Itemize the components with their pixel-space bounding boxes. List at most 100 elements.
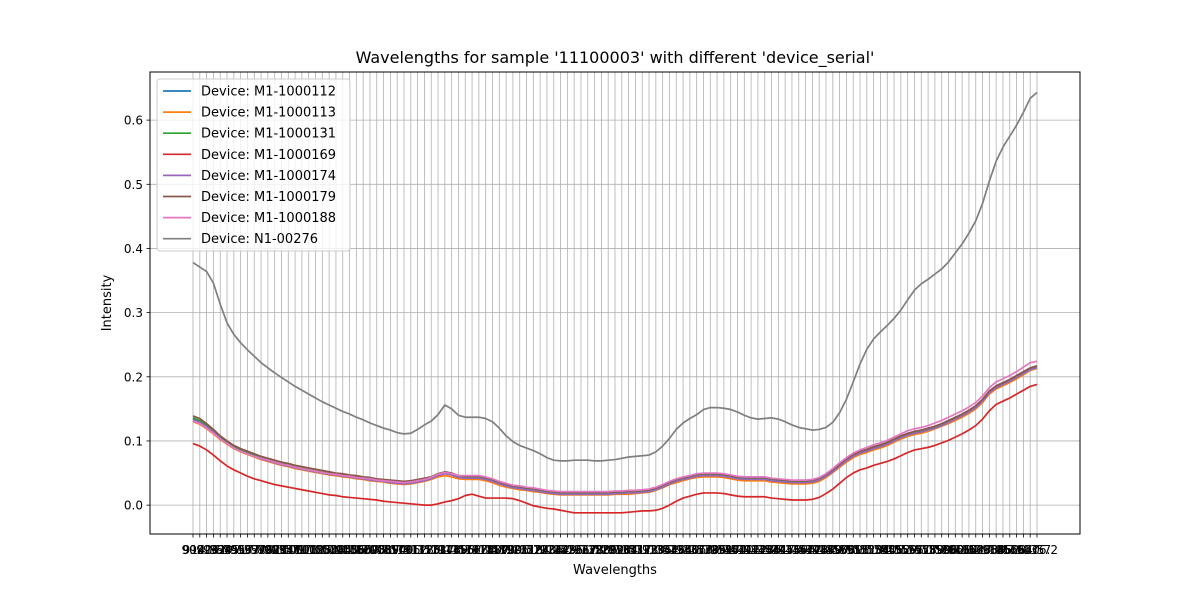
x-tick-label: 1230.5: [526, 543, 568, 557]
x-tick-label: 1292.5: [594, 543, 636, 557]
x-tick-label: 1490.9: [812, 543, 854, 557]
x-tick-label: 1521.9: [846, 543, 888, 557]
x-tick-label: 1094.1: [376, 543, 418, 557]
x-tick-label: 1193.3: [485, 543, 527, 557]
x-tick-label: 1428.9: [744, 543, 786, 557]
legend: Device: M1-1000112 Device: M1-1000113 Devi…: [156, 78, 351, 252]
x-tick-label: 1459.9: [778, 543, 820, 557]
x-tick-label: 1211.9: [506, 543, 548, 557]
x-tick-label: 1286.3: [587, 543, 629, 557]
x-tick-label: 1577.7: [907, 543, 949, 557]
x-tick-label: 1156.1: [444, 543, 486, 557]
x-tick-label: 1639.7: [975, 543, 1017, 557]
x-tick-label: 1001.1: [274, 543, 316, 557]
x-tick-label: 1168.5: [458, 543, 500, 557]
y-tick-label: 0.3: [124, 306, 143, 320]
y-tick-label: 0.5: [124, 178, 143, 192]
y-tick-label: 0.0: [124, 499, 143, 513]
x-tick-label: 1534.3: [859, 543, 901, 557]
x-tick-label: 1509.5: [832, 543, 874, 557]
x-tick-label: 1614.9: [948, 543, 990, 557]
x-tick-label: 1379.3: [689, 543, 731, 557]
x-tick-label: 1056.9: [335, 543, 377, 557]
x-tick-label: 1484.7: [805, 543, 847, 557]
x-tick-label: 1670.7: [1009, 543, 1051, 557]
x-tick-label: 1676.2: [1016, 543, 1058, 557]
legend-label: Device: M1-1000169: [201, 148, 336, 163]
x-tick-label: 1317.3: [621, 543, 663, 557]
x-tick-label: 1608.7: [941, 543, 983, 557]
x-tick-label: 1255.3: [553, 543, 595, 557]
x-tick-label: 1019.7: [295, 543, 337, 557]
x-tick-label: 1602.5: [934, 543, 976, 557]
x-tick-label: 1658.3: [996, 543, 1038, 557]
x-tick-label: 1180.9: [471, 543, 513, 557]
x-axis-label: Wavelengths: [573, 563, 657, 578]
chart-title: Wavelengths for sample '11100003' with d…: [356, 48, 875, 68]
x-tick-label: 1366.9: [676, 543, 718, 557]
x-tick-label: 1664.5: [1002, 543, 1044, 557]
x-tick-label: 1081.7: [363, 543, 405, 557]
x-tick-label: 1267.7: [567, 543, 609, 557]
y-axis-label: Intensity: [100, 274, 115, 331]
x-tick-label: 1385.5: [696, 543, 738, 557]
x-tick-label: 1583.9: [914, 543, 956, 557]
x-tick-label: 908: [182, 543, 205, 557]
x-tick-label: 1304.9: [608, 543, 650, 557]
x-tick-label: 1546.7: [873, 543, 915, 557]
x-tick-label: 1149.9: [437, 543, 479, 557]
x-tick-label: 1038.3: [315, 543, 357, 557]
x-tick-label: 1236.7: [533, 543, 575, 557]
y-tick-label: 0.4: [124, 242, 143, 256]
series-line: [192, 360, 1038, 493]
x-tick-label: 1373.1: [682, 543, 724, 557]
x-tick-label: 1199.5: [492, 543, 534, 557]
y-tick-label: 0.6: [124, 114, 143, 128]
y-tick-label: 0.2: [124, 370, 143, 384]
x-tick-label: 926.7: [196, 543, 230, 557]
x-tick-label: 957.7: [230, 543, 264, 557]
x-tick-label: 1621.1: [955, 543, 997, 557]
x-tick-label: 951.5: [223, 543, 257, 557]
series-line: [192, 91, 1038, 462]
x-tick-label: 982.5: [258, 543, 292, 557]
x-tick-label: 1565.3: [893, 543, 935, 557]
legend-box: [156, 78, 351, 252]
x-tick-label: 1552.9: [880, 543, 922, 557]
x-grid: [192, 72, 1038, 534]
x-tick-label: 1050.7: [329, 543, 371, 557]
x-tick-label: 1466.1: [785, 543, 827, 557]
x-tick-label: 1187.1: [478, 543, 520, 557]
x-tick-label: 1013.5: [288, 543, 330, 557]
x-tick-label: 1633.5: [968, 543, 1010, 557]
x-tick-label: 1515.7: [839, 543, 881, 557]
x-tick-label: 932.9: [203, 543, 237, 557]
x-tick-label: 1025.9: [301, 543, 343, 557]
legend-label: Device: N1-00276: [201, 232, 318, 247]
x-tick-label: 1571.5: [900, 543, 942, 557]
x-tick-label: 1422.7: [737, 543, 779, 557]
x-tick-label: 1125.1: [410, 543, 452, 557]
x-tick-label: 914.3: [183, 543, 217, 557]
x-tick-label: 1329.7: [635, 543, 677, 557]
x-tick-label: 1032.1: [308, 543, 350, 557]
series-lines: [192, 91, 1038, 514]
legend-label: Device: M1-1000188: [201, 211, 336, 226]
x-tick-label: 1453.7: [771, 543, 813, 557]
legend-entries: Device: M1-1000112 Device: M1-1000113 Devi…: [163, 85, 336, 247]
x-tick-label: 1441.3: [757, 543, 799, 557]
x-tick-label: 1435.1: [751, 543, 793, 557]
x-tick-label: 1174.7: [465, 543, 507, 557]
x-tick-label: 1280.1: [580, 543, 622, 557]
x-tick-label: 1478.5: [798, 543, 840, 557]
x-tick-label: 1162.3: [451, 543, 493, 557]
x-tick-label: 1143.7: [431, 543, 473, 557]
x-tick-label: 1590.1: [921, 543, 963, 557]
x-tick-label: 1069.3: [349, 543, 391, 557]
x-tick-label: 1354.5: [662, 543, 704, 557]
x-tick-label: 1323.5: [628, 543, 670, 557]
x-tick-label: 1112.7: [397, 543, 439, 557]
x-tick-label: 988.7: [264, 543, 298, 557]
x-tick-label: 1645.9: [982, 543, 1024, 557]
x-tick-label: 945.3: [217, 543, 251, 557]
